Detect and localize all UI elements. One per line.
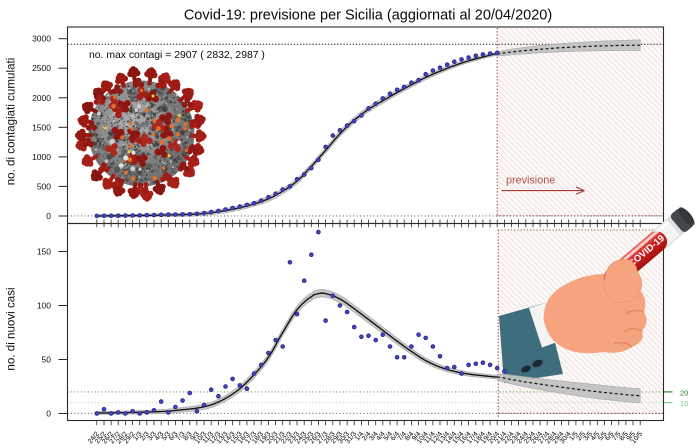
svg-text:9/5: 9/5: [625, 430, 637, 442]
svg-text:3/5: 3/5: [583, 430, 595, 442]
svg-text:previsione: previsione: [506, 175, 555, 187]
svg-text:8/5: 8/5: [618, 430, 630, 442]
svg-text:7/5: 7/5: [611, 430, 623, 442]
svg-text:500: 500: [37, 181, 51, 191]
svg-text:1500: 1500: [32, 122, 51, 132]
svg-text:5/5: 5/5: [597, 430, 609, 442]
svg-text:2000: 2000: [32, 93, 51, 103]
svg-text:150: 150: [37, 247, 51, 257]
svg-text:2500: 2500: [32, 63, 51, 73]
svg-text:9/3: 9/3: [189, 430, 201, 442]
svg-text:2/3: 2/3: [139, 430, 151, 442]
svg-text:50: 50: [42, 355, 52, 365]
svg-text:2/4: 2/4: [361, 430, 373, 442]
svg-text:no. di nuovi casi: no. di nuovi casi: [5, 287, 18, 370]
svg-text:3000: 3000: [32, 34, 51, 44]
svg-text:0: 0: [46, 211, 51, 221]
svg-text:7/3: 7/3: [175, 430, 187, 442]
svg-text:3/4: 3/4: [368, 430, 380, 442]
svg-text:4/4: 4/4: [375, 430, 387, 442]
svg-text:2/5: 2/5: [575, 430, 587, 442]
svg-text:100: 100: [37, 301, 51, 311]
svg-text:10: 10: [680, 399, 688, 408]
svg-text:no. di contagiati cumulati: no. di contagiati cumulati: [5, 58, 18, 186]
svg-text:1/5: 1/5: [568, 430, 580, 442]
svg-text:4/3: 4/3: [154, 430, 166, 442]
svg-text:4/5: 4/5: [590, 430, 602, 442]
svg-text:5/4: 5/4: [382, 430, 394, 442]
svg-text:1/3: 1/3: [132, 430, 144, 442]
svg-text:no. max contagi = 2907 ( 2832,: no. max contagi = 2907 ( 2832, 2987 ): [89, 50, 265, 61]
svg-text:7/4: 7/4: [397, 430, 409, 442]
svg-text:3/3: 3/3: [146, 430, 158, 442]
svg-text:0: 0: [46, 409, 51, 419]
svg-text:20: 20: [680, 388, 688, 397]
svg-text:8/3: 8/3: [182, 430, 194, 442]
svg-text:9/4: 9/4: [411, 430, 423, 442]
svg-text:8/4: 8/4: [404, 430, 416, 442]
svg-text:1/4: 1/4: [354, 430, 366, 442]
svg-text:1000: 1000: [32, 152, 51, 162]
svg-text:6/3: 6/3: [168, 430, 180, 442]
svg-text:Covid-19: previsione per Sicil: Covid-19: previsione per Sicilia (aggior…: [184, 8, 552, 24]
svg-text:6/4: 6/4: [390, 430, 402, 442]
svg-text:5/3: 5/3: [161, 430, 173, 442]
svg-text:6/5: 6/5: [604, 430, 616, 442]
